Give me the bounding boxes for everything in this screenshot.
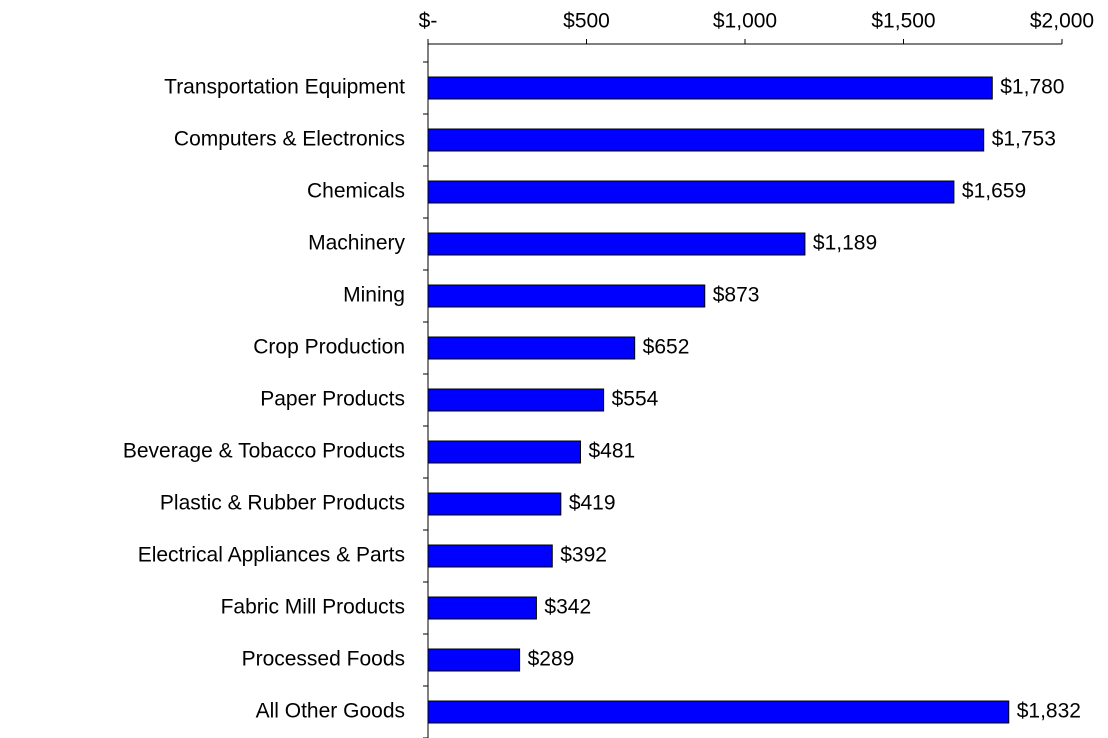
x-tick-label: $500 (563, 10, 610, 33)
bar (427, 648, 521, 672)
bar (427, 76, 993, 100)
y-tick-label: Fabric Mill Products (221, 596, 405, 619)
y-tick-label: Mining (343, 284, 405, 307)
value-label: $1,753 (992, 128, 1056, 151)
bar (427, 336, 636, 360)
value-label: $392 (560, 544, 607, 567)
value-label: $342 (544, 596, 591, 619)
x-tick-label: $2,000 (1030, 10, 1094, 33)
y-tick-label: Processed Foods (242, 648, 405, 671)
y-tick-label: Transportation Equipment (164, 76, 405, 99)
y-tick-label: Electrical Appliances & Parts (138, 544, 405, 567)
bar (427, 232, 806, 256)
value-label: $1,780 (1000, 76, 1064, 99)
bar (427, 284, 706, 308)
y-tick-label: Beverage & Tobacco Products (123, 440, 405, 463)
value-label: $1,189 (813, 232, 877, 255)
bar (427, 180, 955, 204)
y-tick-label: Chemicals (307, 180, 405, 203)
value-label: $419 (569, 492, 616, 515)
bar (427, 700, 1010, 724)
y-tick-label: Machinery (308, 232, 405, 255)
y-tick-label: Crop Production (253, 336, 405, 359)
bar (427, 596, 537, 620)
value-label: $1,659 (962, 180, 1026, 203)
bar (427, 128, 985, 152)
value-label: $873 (713, 284, 760, 307)
x-tick-label: $1,500 (871, 10, 935, 33)
bar (427, 492, 562, 516)
value-label: $481 (588, 440, 635, 463)
x-tick-label: $- (419, 10, 438, 33)
y-tick-label: All Other Goods (256, 700, 405, 723)
y-tick-label: Computers & Electronics (174, 128, 405, 151)
value-label: $554 (612, 388, 659, 411)
y-tick-label: Paper Products (260, 388, 405, 411)
bar (427, 388, 605, 412)
value-label: $289 (528, 648, 575, 671)
bar (427, 440, 581, 464)
value-label: $652 (643, 336, 690, 359)
y-tick-label: Plastic & Rubber Products (160, 492, 405, 515)
x-tick-label: $1,000 (713, 10, 777, 33)
value-label: $1,832 (1017, 700, 1081, 723)
bar (427, 544, 553, 568)
